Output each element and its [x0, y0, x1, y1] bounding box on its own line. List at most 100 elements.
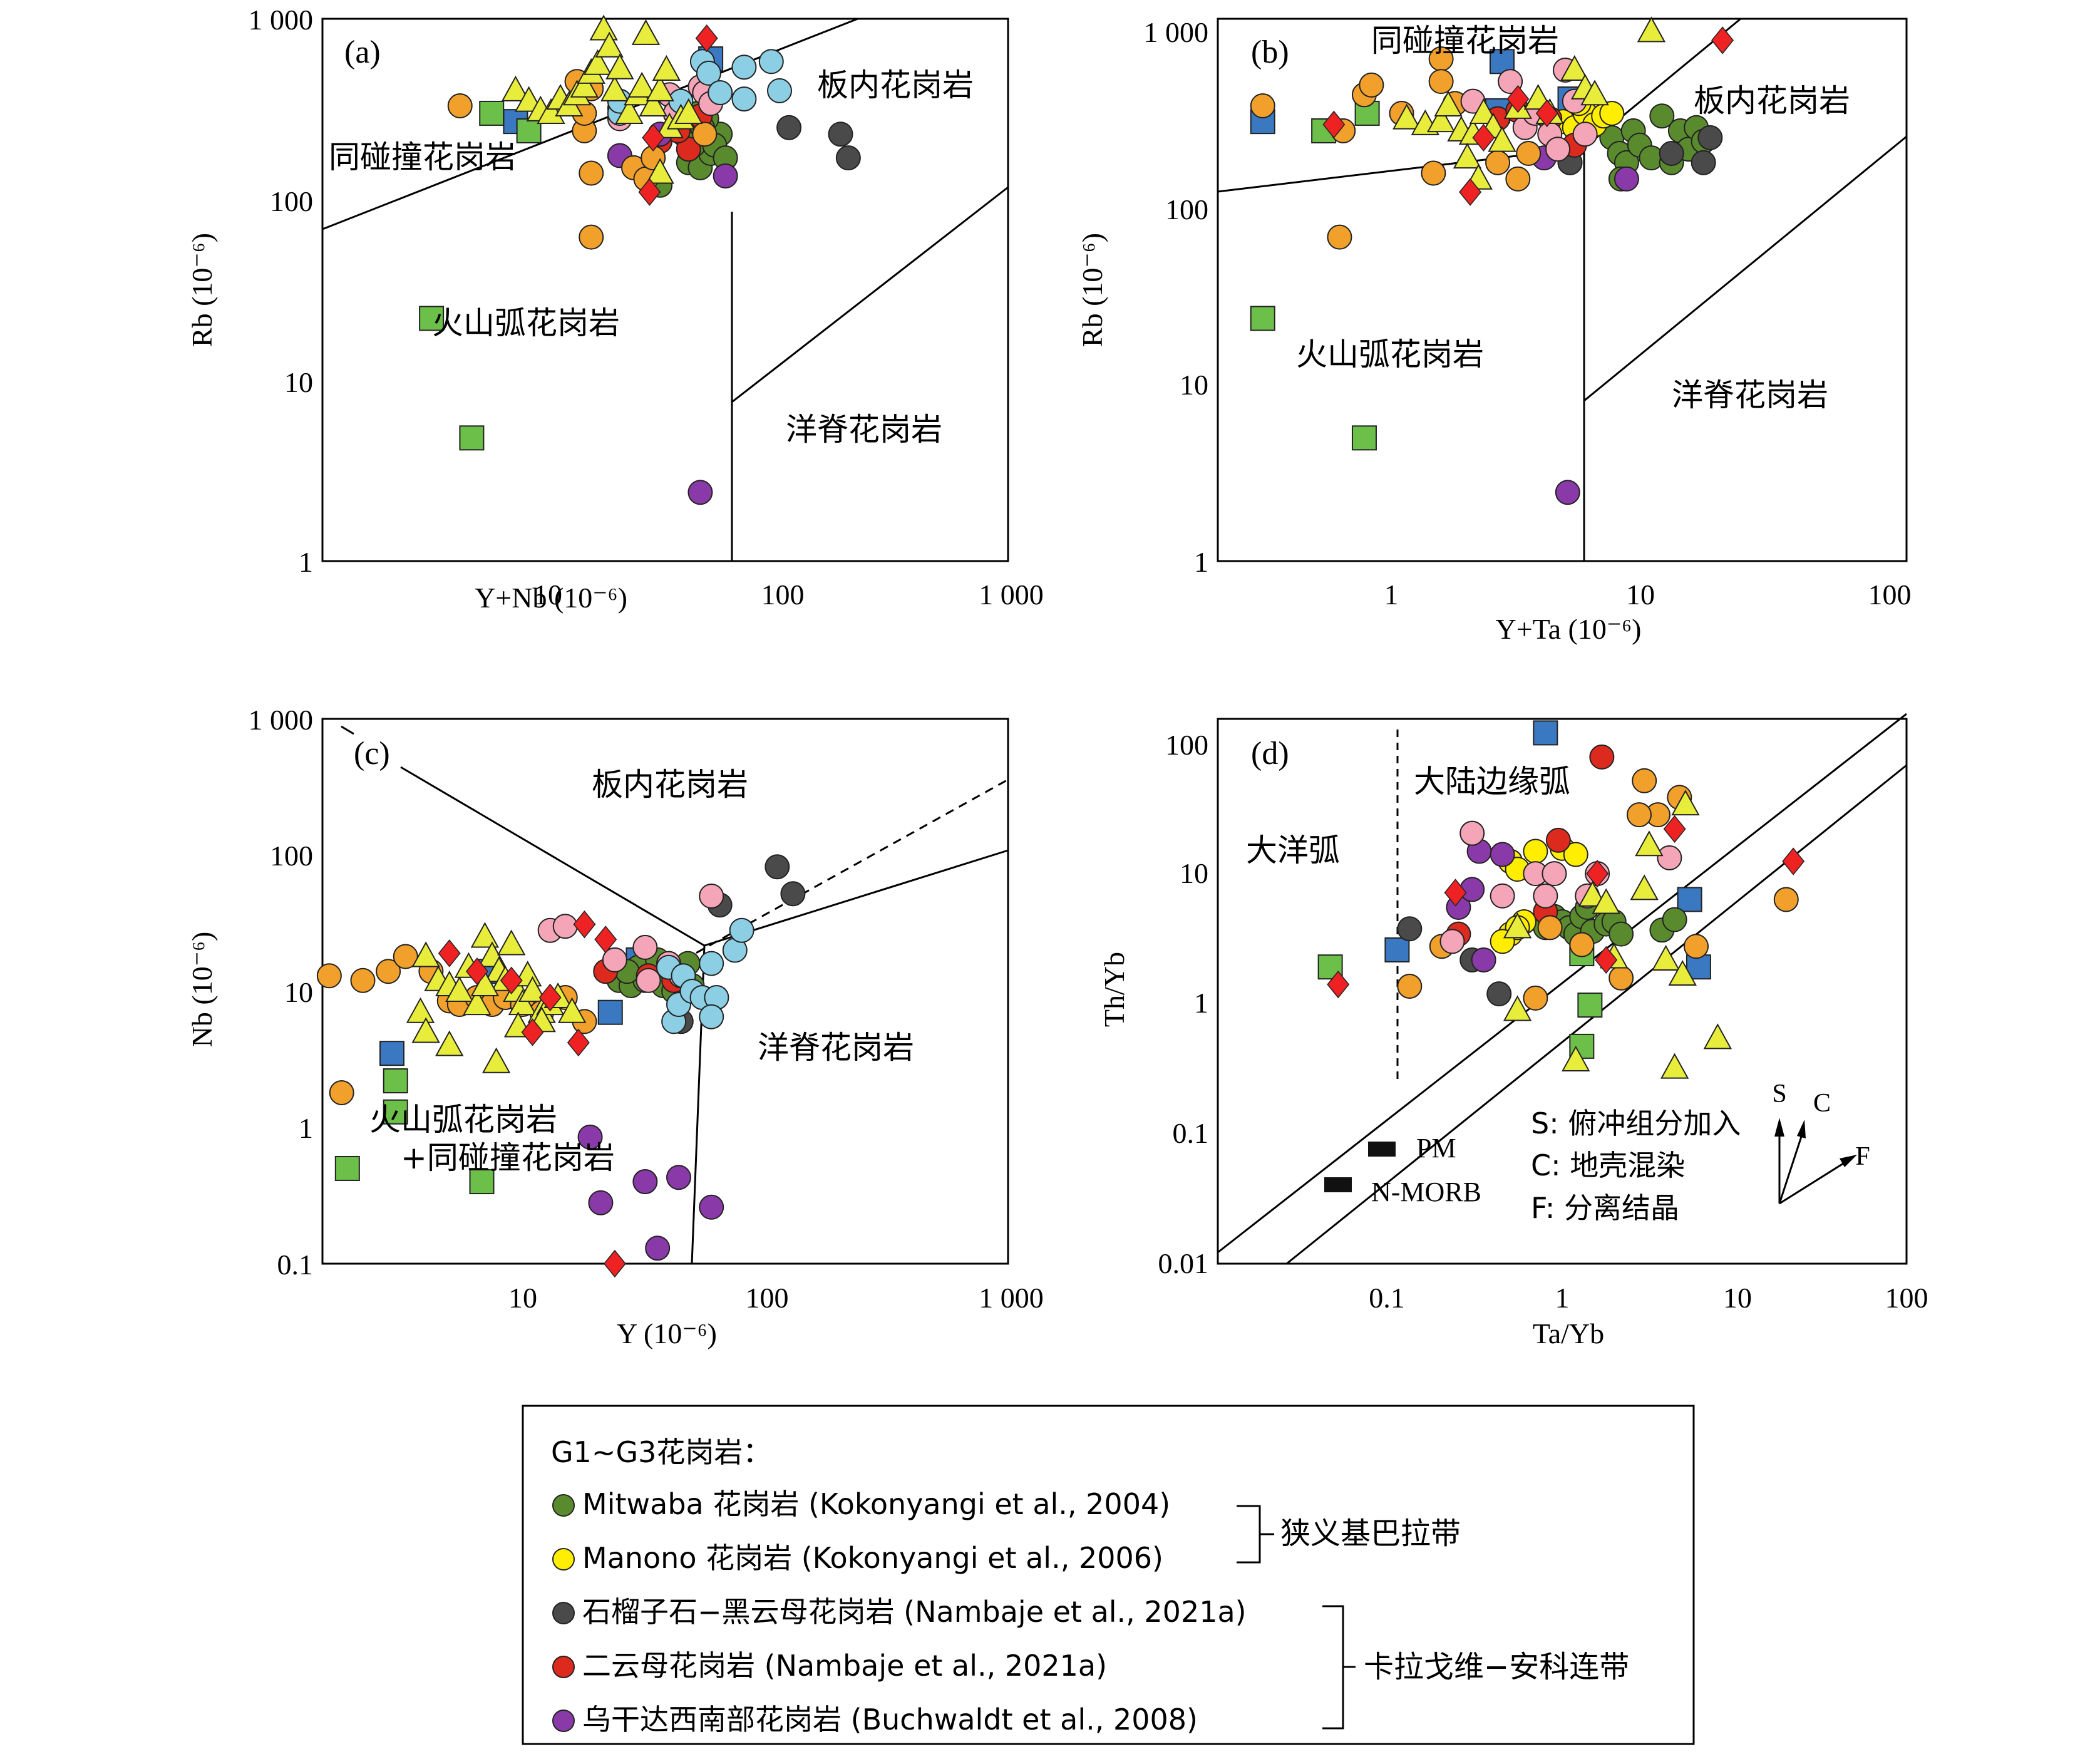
legend-brackets: [1237, 1505, 1356, 1730]
point-b-manono-5: [1599, 100, 1625, 126]
point-d-triangle-2: [1578, 880, 1607, 907]
point-c-uganda-1: [588, 1190, 614, 1215]
point-d-pink-6: [1439, 929, 1465, 954]
point-d-triangle-12: [1503, 912, 1532, 939]
point-c-triangle-14: [518, 976, 547, 1002]
point-b-triangle-12: [1560, 54, 1589, 81]
arrow-f-head: [1840, 1155, 1857, 1167]
point-d-orange-3: [1569, 932, 1595, 957]
plot-frame-a: [321, 18, 1009, 562]
point-c-triangle-21: [411, 1017, 440, 1043]
y-tick-label-a-100: 100: [270, 185, 313, 217]
point-c-garnet_bio-2: [780, 881, 806, 907]
point-d-mitwaba-10: [1662, 907, 1687, 932]
point-d-diamond-4: [1782, 847, 1805, 875]
point-a-triangle-19: [646, 75, 674, 101]
point-a-lightblue-6: [731, 54, 757, 80]
point-c-garnet_bio-1: [764, 854, 790, 880]
legend-swatch-uganda: [552, 1710, 575, 1732]
point-c-diamond-2: [500, 966, 523, 994]
legend-item-two_mica: 二云母花岗岩 (Nambaje et al., 2021a): [582, 1649, 1107, 1683]
point-b-diamond-1: [1459, 178, 1482, 206]
point-c-uganda-0: [577, 1124, 603, 1150]
y-tick-label-d-1: 1: [1194, 987, 1208, 1019]
point-b-garnet_bio-3: [1697, 125, 1723, 150]
panel-label-b: (b): [1251, 34, 1289, 70]
point-c-lightblue-6: [699, 951, 724, 976]
point-d-pink-5: [1490, 883, 1515, 909]
point-a-orange-11: [579, 224, 604, 250]
arrow-c-label: C: [1813, 1089, 1831, 1118]
panel-b: (b) 同碰撞花岗岩 板内花岗岩 火山弧花岗岩 洋脊花岗岩 Y+Ta (10⁻⁶…: [1076, 16, 1912, 645]
y-tick-label-a-10: 10: [284, 366, 313, 398]
x-tick-label-d-100: 100: [1885, 1282, 1928, 1314]
point-b-triangle-15: [1453, 143, 1482, 169]
point-a-square_green-2: [419, 306, 445, 331]
point-b-diamond-0: [1322, 110, 1346, 139]
point-b-triangle-6: [1469, 98, 1498, 124]
x-axis-label-c: Y (10⁻⁶): [617, 1318, 717, 1349]
point-c-square_green-1: [383, 1099, 408, 1125]
arrow-f: [1779, 1162, 1844, 1205]
point-b-triangle-3: [1434, 90, 1463, 116]
point-c-triangle-23: [481, 1047, 511, 1073]
point-d-triangle-5: [1630, 874, 1659, 900]
point-d-square_blue-0: [1533, 720, 1558, 746]
marks-a: [419, 14, 861, 505]
point-b-orange-0: [1250, 93, 1275, 118]
point-b-triangle-8: [1488, 126, 1516, 152]
point-a-triangle-9: [583, 49, 612, 75]
x-tick-label-a-10: 10: [533, 579, 562, 611]
point-b-diamond-4: [1535, 99, 1558, 128]
point-c-orange-0: [316, 963, 342, 989]
point-b-mitwaba-6: [1649, 103, 1675, 129]
point-c-triangle-3: [445, 976, 474, 1002]
x-tick-label-c-1000: 1 000: [979, 1282, 1044, 1314]
point-a-lightblue-4: [696, 60, 721, 86]
point-b-uganda-1: [1614, 166, 1639, 192]
point-d-uganda-2: [1490, 842, 1515, 867]
process-vectors: [1774, 1118, 1857, 1205]
point-d-diamond-1: [1444, 879, 1467, 907]
point-a-triangle-13: [605, 53, 634, 80]
region-syn-collision-c: +同碰撞花岗岩: [401, 1140, 615, 1176]
point-d-two_mica-0: [1545, 827, 1571, 853]
marks-d: [1317, 720, 1805, 1079]
point-a-triangle-17: [631, 19, 661, 45]
point-d-diamond-3: [1663, 815, 1686, 843]
point-d-manono-3: [1523, 838, 1548, 864]
point-c-triangle-12: [508, 989, 537, 1016]
point-d-two_mica-1: [1589, 744, 1615, 770]
legend-group-kibara: 狭义基巴拉带: [1280, 1516, 1461, 1551]
point-a-lightblue-8: [758, 49, 784, 75]
point-d-uganda-1: [1471, 947, 1496, 972]
plot-frame-d: [1217, 718, 1908, 1265]
point-b-orange-12: [1327, 224, 1352, 250]
region-syn-collision-b: 同碰撞花岗岩: [1371, 23, 1559, 59]
marks-c: [316, 854, 806, 1278]
point-c-uganda-3: [666, 1165, 691, 1190]
point-a-garnet_bio-0: [776, 115, 802, 140]
point-c-square_green-2: [334, 1155, 360, 1181]
point-d-triangle-6: [1635, 830, 1664, 857]
arrow-c: [1778, 1134, 1803, 1204]
y-axis-label-c: Nb (10⁻⁶): [186, 932, 218, 1048]
region-within-plate-b: 板内花岗岩: [1694, 83, 1850, 119]
legend-swatch-manono: [552, 1548, 575, 1571]
point-b-uganda-2: [1555, 480, 1580, 505]
arrow-c-head: [1797, 1120, 1806, 1138]
point-a-triangle-12: [600, 75, 629, 101]
x-tick-label-d-1: 1: [1555, 1282, 1570, 1314]
y-tick-label-d-0.1: 0.1: [1173, 1117, 1209, 1149]
point-d-orange-2: [1537, 915, 1563, 941]
point-c-uganda-5: [699, 1194, 724, 1220]
point-c-triangle-18: [557, 997, 587, 1023]
point-c-lightblue-9: [729, 917, 754, 943]
y-tick-label-d-10: 10: [1180, 857, 1208, 889]
point-d-pink-7: [1657, 845, 1682, 870]
point-b-pink-5: [1545, 137, 1571, 162]
point-c-square_green-0: [383, 1068, 408, 1094]
point-d-triangle-3: [1592, 888, 1620, 914]
point-c-orange-1: [350, 967, 376, 993]
